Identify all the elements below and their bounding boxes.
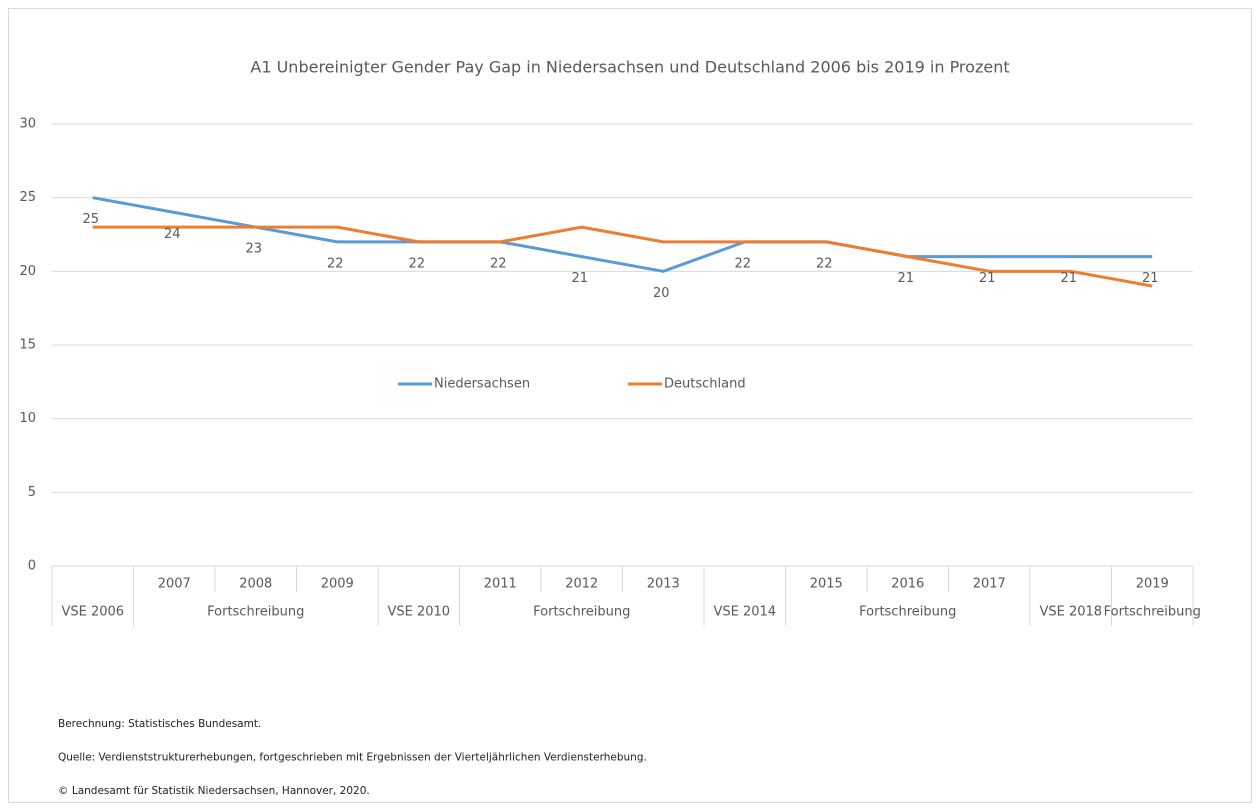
x-tick-label: 2011 [484,577,517,592]
footnote: Berechnung: Statistisches Bundesamt. [58,718,261,730]
data-label: 22 [408,256,425,271]
y-tick-label: 15 [19,338,36,353]
x-group-label: VSE 2006 [61,605,124,620]
data-label: 21 [897,271,914,286]
x-tick-label: 2015 [810,577,843,592]
y-tick-label: 20 [19,264,36,279]
y-tick-label: 25 [19,190,36,205]
data-label: 21 [1060,271,1077,286]
x-group-label: Fortschreibung [859,605,956,620]
data-label: 21 [979,271,996,286]
data-label: 22 [490,256,507,271]
chart-frame [8,8,1252,803]
footnote: Quelle: Verdienststrukturerhebungen, for… [58,752,647,764]
x-group-label: VSE 2014 [713,605,776,620]
x-group-label: Fortschreibung [1104,605,1201,620]
data-label: 22 [816,256,833,271]
x-tick-label: 2009 [321,577,354,592]
x-tick-label: 2017 [973,577,1006,592]
data-label: 22 [327,256,344,271]
legend-label: Niedersachsen [434,377,530,392]
series-line [92,225,1153,288]
series-line [92,196,1153,273]
data-label: 24 [164,227,181,242]
x-group-label: Fortschreibung [207,605,304,620]
x-tick-label: 2012 [565,577,598,592]
data-label: 21 [571,271,588,286]
data-label: 20 [653,286,670,301]
y-tick-label: 30 [19,117,36,132]
data-label: 23 [245,242,262,257]
x-tick-label: 2019 [1136,577,1169,592]
x-group-label: Fortschreibung [533,605,630,620]
x-tick-label: 2007 [158,577,191,592]
x-group-label: VSE 2018 [1039,605,1102,620]
data-label: 25 [82,212,99,227]
x-tick-label: 2013 [647,577,680,592]
data-label: 22 [734,256,751,271]
legend-label: Deutschland [664,377,746,392]
x-group-label: VSE 2010 [387,605,450,620]
chart-title: A1 Unbereinigter Gender Pay Gap in Niede… [250,58,1009,77]
x-tick-label: 2008 [239,577,272,592]
y-tick-label: 10 [19,411,36,426]
y-tick-label: 5 [28,485,36,500]
data-label: 21 [1142,271,1159,286]
x-tick-label: 2016 [891,577,924,592]
footnote: © Landesamt für Statistik Niedersachsen,… [58,785,370,797]
y-tick-label: 0 [28,559,36,574]
